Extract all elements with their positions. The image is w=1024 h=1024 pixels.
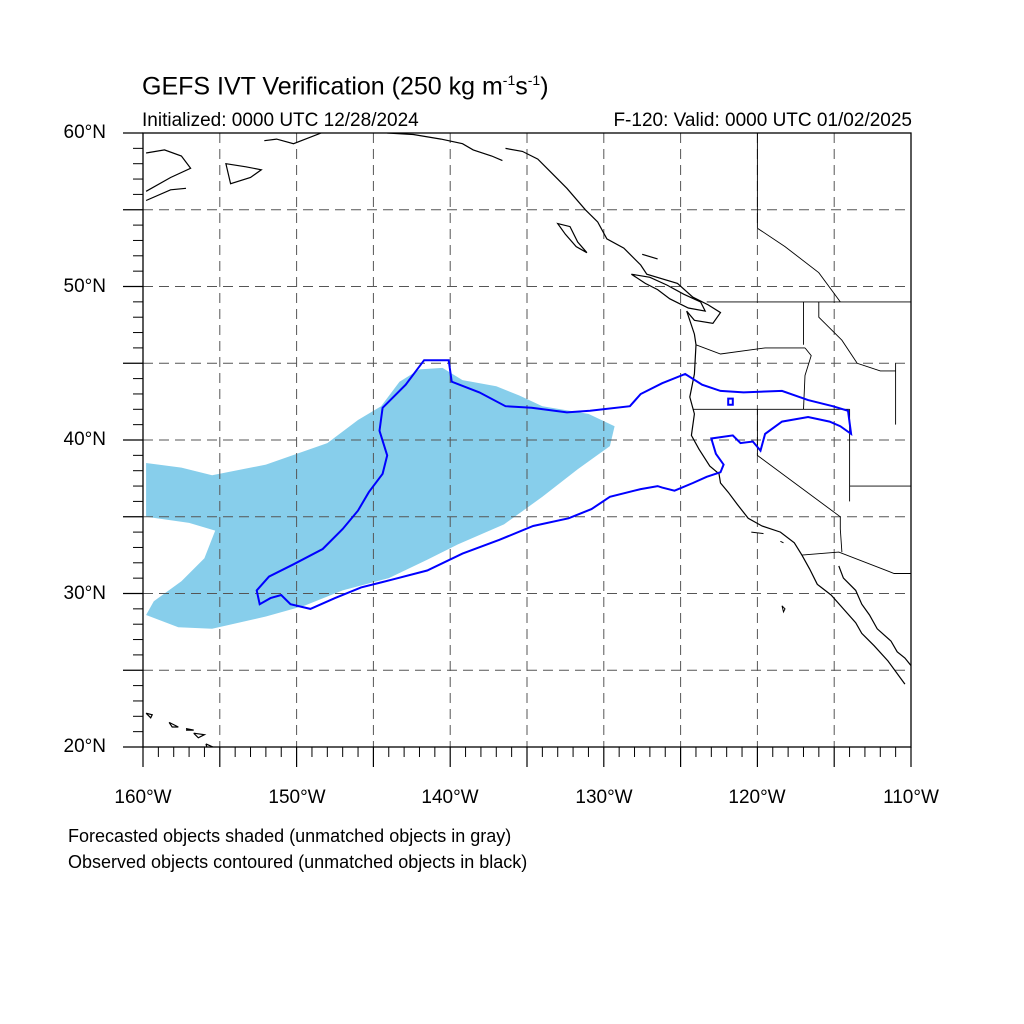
title-exponent-1: -1: [502, 72, 516, 88]
island-outline: [631, 273, 707, 312]
political-border: [695, 344, 805, 355]
island-outline: [556, 222, 588, 254]
lat-label-40: 40°N: [63, 429, 106, 450]
title-text: GEFS IVT Verification (250 kg m: [142, 72, 503, 101]
hawaii-island: [193, 732, 207, 739]
lon-label-150w: 150°W: [268, 787, 326, 808]
coastline: [642, 253, 658, 260]
lat-label-30: 30°N: [63, 583, 106, 604]
lon-label-160w: 160°W: [114, 787, 172, 808]
observed-object-small-contour: [727, 397, 734, 406]
legend-note-observed: Observed objects contoured (unmatched ob…: [68, 852, 528, 872]
coastline: [264, 133, 322, 145]
legend-note-forecast: Forecasted objects shaded (unmatched obj…: [68, 826, 512, 846]
forecast-objects: [146, 367, 615, 629]
lon-label-120w: 120°W: [728, 787, 786, 808]
forecast-object-shaded: [146, 367, 615, 629]
coastlines-and-borders: [145, 133, 911, 747]
observed-objects: [255, 359, 853, 610]
title-unit-s: s: [515, 72, 528, 101]
political-border: [803, 347, 812, 410]
initialized-label: Initialized: 0000 UTC 12/28/2024: [142, 110, 419, 131]
coastline: [838, 565, 911, 666]
lat-label-60: 60°N: [63, 122, 106, 143]
grid-lines: [143, 133, 911, 747]
political-border: [801, 551, 911, 574]
hawaii-island: [145, 712, 154, 719]
channel-island: [751, 531, 764, 535]
title-suffix: ): [540, 72, 549, 101]
channel-island: [780, 540, 784, 544]
coastline: [505, 147, 906, 685]
hawaii-island: [185, 728, 194, 731]
coastline: [387, 133, 503, 162]
title-exponent-2: -1: [527, 72, 541, 88]
observed-object-contour: [255, 359, 853, 610]
lon-label-140w: 140°W: [421, 787, 479, 808]
political-border: [756, 409, 843, 553]
lat-label-20: 20°N: [63, 736, 106, 757]
political-border: [756, 133, 841, 303]
map-title: GEFS IVT Verification (250 kg m-1s-1): [142, 72, 549, 101]
lon-label-110w: 110°W: [883, 787, 939, 808]
lat-label-50: 50°N: [63, 276, 106, 297]
coastline: [145, 187, 187, 202]
map-frame: [123, 132, 912, 767]
coastline: [145, 149, 192, 192]
valid-label: F-120: Valid: 0000 UTC 01/02/2025: [613, 110, 912, 131]
lon-label-130w: 130°W: [575, 787, 633, 808]
island-outline: [225, 162, 263, 185]
baja-island: [781, 605, 786, 614]
hawaii-island: [168, 721, 179, 728]
political-border: [818, 301, 896, 372]
